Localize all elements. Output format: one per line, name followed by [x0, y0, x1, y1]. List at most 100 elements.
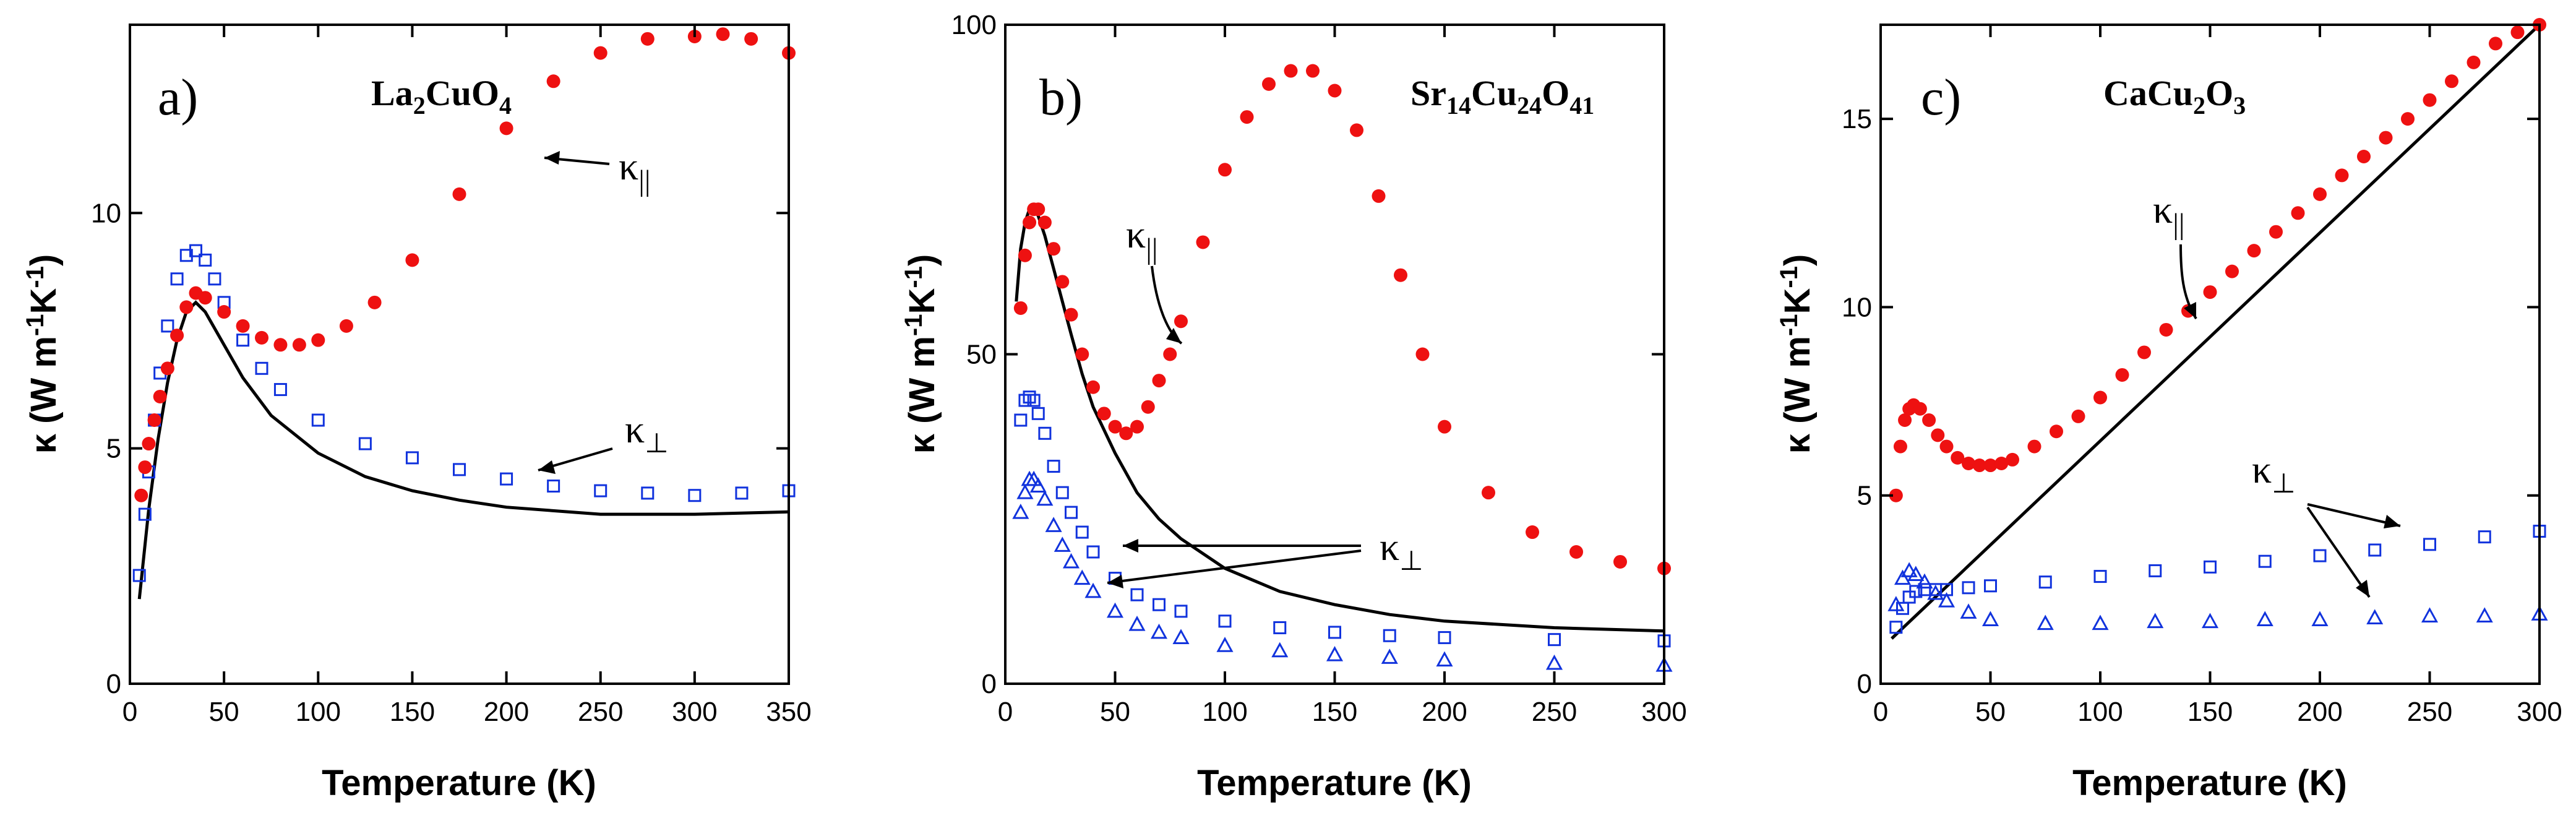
- panel-c-x-tick-label: 100: [2077, 697, 2123, 727]
- panel-c-kappa-perp-square-point: [1962, 581, 1975, 595]
- panel-c-kappa-par-point: [2335, 168, 2349, 183]
- panel-b-kappa-perp-square-point: [1218, 614, 1232, 628]
- panel-a-compound: La2CuO4: [371, 73, 512, 119]
- panel-b-kappa-par-point: [1438, 420, 1451, 434]
- panel-c-kappa-par-point: [2115, 368, 2129, 382]
- panel-c-kappa-par-point: [1893, 439, 1907, 454]
- panel-c-kappa-par-point: [2510, 25, 2525, 40]
- panel-c-kappa-par-point: [2225, 264, 2239, 278]
- panel-a-kappa-perp-square-point: [405, 451, 419, 465]
- panel-b-kappa-perp-square-point: [1018, 394, 1032, 407]
- panel-c-x-tick-label: 50: [1975, 697, 2006, 727]
- panel-a-kappa-par-arrowhead: [544, 151, 560, 165]
- panel-b-kappa-perp-arrow-lower: [1107, 549, 1362, 584]
- panel-c-kappa-par-point: [1951, 450, 1965, 465]
- panel-b-x-tick-label: 300: [1641, 697, 1686, 727]
- panel-c-kappa-par-arrowhead: [2184, 302, 2196, 319]
- panel-c-kappa-par-point: [1913, 402, 1927, 416]
- panel-a-kappa-par-point: [367, 295, 382, 309]
- panel-c-kappa-perp-square-point: [2258, 554, 2272, 568]
- panel-c-x-tick-label: 250: [2407, 697, 2452, 727]
- panel-b-x-tick-label: 200: [1422, 697, 1467, 727]
- panel-c-kappa-par-point: [1922, 413, 1936, 427]
- panel-a-kappa-perp-square-point: [547, 480, 560, 493]
- panel-a-kappa-perp-square-point: [311, 413, 325, 427]
- panel-a-kappa-perp-label: κ⊥: [625, 407, 669, 459]
- panel-c-kappa-par-point: [1898, 413, 1912, 427]
- panel-c-fit-line: [1891, 24, 2541, 640]
- panel-a-kappa-par-point: [311, 333, 325, 347]
- panel-a-kappa-par-point: [236, 319, 250, 333]
- panel-a-kappa-perp-square-point: [138, 507, 152, 521]
- panel-b-y-tick-label: 0: [982, 669, 997, 699]
- panel-b-kappa-perp-square-point: [1031, 407, 1045, 420]
- panel-b-kappa-par-point: [1108, 420, 1122, 434]
- panel-b-y-tick-label: 100: [951, 10, 997, 40]
- panel-b-x-tick-label: 150: [1312, 697, 1357, 727]
- panel-c-kappa-par-point: [2159, 322, 2173, 337]
- panel-a-kappa-perp-square-point: [255, 361, 268, 375]
- panel-c-kappa-perp-triangle-point: [1927, 584, 1944, 600]
- panel-c-kappa-perp-square-point: [2204, 560, 2217, 574]
- panel-a-fit-line: [137, 300, 789, 600]
- panel-b-kappa-perp-triangle-point: [1016, 484, 1034, 499]
- panel-c-kappa-perp-square-point: [2478, 530, 2491, 544]
- panel-b-tag: b): [1039, 69, 1083, 126]
- panel-c-kappa-perp-label: κ⊥: [2252, 447, 2296, 499]
- panel-c-kappa-perp-square-point: [2149, 564, 2162, 577]
- panel-c-kappa-perp-triangle-point: [2256, 611, 2273, 627]
- panel-c-x-tick-label: 0: [1873, 697, 1888, 727]
- panel-a-kappa-perp-square-point: [170, 272, 184, 286]
- panel-c-kappa-perp-triangle-point: [1887, 596, 1905, 611]
- panel-b-kappa-par-point: [1047, 242, 1061, 256]
- panel-b-kappa-perp-triangle-point: [1062, 553, 1080, 569]
- panel-b-kappa-perp-square-point: [1055, 486, 1069, 499]
- panel-c-kappa-par-point: [2027, 439, 2041, 454]
- panel-c-kappa-perp-triangle-point: [1916, 573, 1933, 589]
- panel-a-kappa-par-point: [138, 460, 152, 475]
- panel-b-kappa-par-point: [1119, 426, 1133, 441]
- panel-b-kappa-perp-square-point: [1130, 588, 1144, 601]
- panel-c-kappa-par-point: [1983, 459, 1998, 473]
- panel-b-kappa-par-point: [1569, 545, 1583, 559]
- panel-b-kappa-perp-triangle-point: [1036, 490, 1054, 506]
- panel-a-kappa-par-point: [499, 121, 513, 136]
- panel-a-kappa-perp-square-point: [641, 486, 655, 500]
- panel-c-kappa-par-point: [1962, 456, 1975, 470]
- panel-c-kappa-par-point: [2071, 409, 2085, 423]
- panel-c-x-tick-label: 200: [2297, 697, 2342, 727]
- panel-a-y-tick-label: 10: [91, 198, 121, 228]
- panel-b-kappa-perp-square-point: [1174, 605, 1188, 618]
- panel-b-kappa-perp-triangle-point: [1128, 616, 1146, 631]
- panel-b-kappa-par-point: [1262, 77, 1276, 91]
- panel-b-kappa-perp-square-point: [1548, 633, 1561, 647]
- panel-a-y-tick-label: 5: [106, 434, 121, 464]
- panel-b-ticks: 0 50 100 150 200 250 300 0 50 100: [951, 10, 1687, 727]
- panel-a-marks: [132, 27, 796, 600]
- panel-c-kappa-perp-square-point: [1896, 601, 1909, 615]
- panel-b-kappa-perp-square-point: [1038, 426, 1052, 440]
- panel-a-kappa-par-label: κ||: [619, 144, 650, 197]
- panel-c-kappa-perp-square-point: [1889, 621, 1903, 634]
- panel-a-kappa-perp-square-point: [161, 319, 174, 333]
- panel-a-kappa-perp-square-point: [358, 437, 372, 450]
- panel-b-kappa-par-point: [1613, 554, 1627, 569]
- panel-b-kappa-par-point: [1482, 486, 1495, 500]
- panel-b-kappa-perp-arrowhead-lower: [1107, 575, 1123, 588]
- panel-c-kappa-perp-triangle-point: [1960, 603, 1977, 619]
- panel-c-kappa-perp-arrow-lower: [2306, 506, 2371, 598]
- panel-b-kappa-par-point: [1031, 202, 1045, 217]
- panel-a-x-tick-label: 250: [578, 697, 623, 727]
- panel-c-kappa-perp-triangle-point: [2092, 614, 2109, 631]
- panel-a-kappa-par-point: [640, 32, 655, 46]
- panel-c-y-tick-label: 0: [1857, 669, 1872, 699]
- panel-c-kappa-par-point: [2050, 424, 2063, 439]
- panel-b-kappa-perp-triangle-point: [1073, 569, 1091, 585]
- panel-b-kappa-par-point: [1306, 64, 1320, 78]
- panel-a-kappa-perp-square-point: [208, 272, 221, 286]
- panel-c-tag: c): [1921, 69, 1961, 126]
- panel-a-kappa-perp-square-point: [688, 489, 702, 502]
- panel-a-kappa-par-point: [452, 187, 466, 201]
- panel-b-kappa-perp-label: κ⊥: [1380, 525, 1423, 576]
